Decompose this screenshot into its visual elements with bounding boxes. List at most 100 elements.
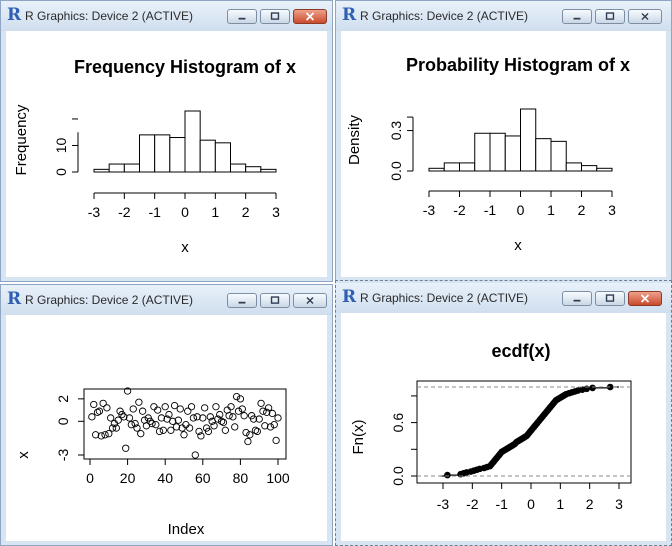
- window-titlebar[interactable]: R R Graphics: Device 2 (ACTIVE): [1, 1, 332, 31]
- maximize-icon: [605, 12, 615, 20]
- scatter-point: [185, 424, 194, 432]
- x-tick-label: 100: [266, 470, 290, 486]
- scatter-point: [135, 398, 143, 406]
- scatter-point: [219, 418, 228, 427]
- scatter-point: [251, 426, 260, 434]
- scatter-point: [167, 426, 175, 434]
- window-titlebar[interactable]: R R Graphics: Device 2 (ACTIVE): [1, 285, 332, 315]
- scatter-point: [240, 412, 248, 420]
- close-button[interactable]: [628, 291, 662, 306]
- scatter-point: [206, 413, 214, 421]
- scatter-point: [189, 414, 198, 422]
- maximize-button[interactable]: [595, 9, 625, 24]
- maximize-button[interactable]: [260, 293, 290, 308]
- scatter-point: [165, 410, 173, 419]
- chart-title: ecdf(x): [491, 341, 550, 361]
- scatter-point: [197, 432, 205, 440]
- scatter-point: [231, 423, 239, 431]
- scatter-point: [261, 422, 269, 430]
- histogram-bar: [474, 132, 491, 172]
- plot-area: Frequency Histogram of x x Frequency -3 -…: [6, 31, 327, 277]
- scatter-point: [217, 417, 226, 425]
- close-button[interactable]: [628, 9, 662, 24]
- scatter-point: [169, 417, 177, 425]
- scatter-point: [274, 414, 282, 422]
- y-tick-label: 0.0: [390, 466, 406, 486]
- scatter-point: [170, 401, 179, 410]
- scatter-point: [234, 407, 243, 415]
- x-tick-label: -2: [453, 202, 466, 218]
- scatter-point: [148, 419, 156, 428]
- scatter-point: [131, 419, 139, 428]
- scatter-point: [120, 413, 128, 421]
- graphics-window-ecdf[interactable]: R R Graphics: Device 2 (ACTIVE) ecdf(x) …: [335, 280, 672, 546]
- close-icon: [641, 12, 649, 21]
- scatter-point: [255, 415, 263, 423]
- window-title: R Graphics: Device 2 (ACTIVE): [25, 293, 194, 307]
- scatter-point: [154, 406, 162, 414]
- histogram-bar: [550, 140, 567, 172]
- graphics-window-index-plot[interactable]: R R Graphics: Device 2 (ACTIVE) Index x …: [0, 284, 333, 546]
- minimize-button[interactable]: [227, 293, 257, 308]
- window-titlebar[interactable]: R R Graphics: Device 2 (ACTIVE): [336, 283, 671, 313]
- histogram-bar: [108, 163, 125, 173]
- histogram-bar: [93, 168, 110, 173]
- x-tick-label: -3: [437, 496, 450, 512]
- scatter-point: [246, 431, 254, 439]
- scatter-point: [150, 403, 158, 411]
- x-tick-label: 2: [242, 204, 250, 220]
- minimize-button[interactable]: [562, 9, 592, 24]
- graphics-window-probability[interactable]: R R Graphics: Device 2 (ACTIVE) Probabil…: [335, 0, 672, 282]
- scatter-point: [103, 404, 111, 412]
- scatter-point: [187, 403, 196, 411]
- close-button[interactable]: [293, 293, 327, 308]
- x-tick-label: 0: [181, 204, 189, 220]
- window-title: R Graphics: Device 2 (ACTIVE): [360, 9, 529, 23]
- ecdf-point: [583, 385, 591, 393]
- scatter-point: [191, 451, 199, 459]
- plot-area: Index x 0 20 40 60 80 100 -3 0 2: [6, 315, 327, 541]
- histogram-bar: [123, 163, 141, 173]
- scatter-point: [157, 414, 166, 422]
- graphics-window-frequency[interactable]: R R Graphics: Device 2 (ACTIVE) Frequenc…: [0, 0, 333, 282]
- x-tick-label: 0: [86, 470, 94, 486]
- scatter-point: [112, 424, 120, 432]
- x-tick-label: -3: [88, 204, 101, 220]
- scatter-point: [204, 427, 213, 436]
- scatter-point: [210, 422, 218, 430]
- x-axis-label: x: [181, 239, 189, 256]
- scatter-point: [172, 423, 181, 431]
- scatter-point: [127, 421, 136, 429]
- scatter-point: [264, 404, 273, 412]
- scatter-point: [125, 414, 134, 422]
- scatter-point: [114, 416, 122, 424]
- scatter-point: [212, 403, 220, 411]
- ecdf-point: [589, 384, 596, 392]
- chart-title: Probability Histogram of x: [406, 55, 630, 75]
- scatter-point: [236, 395, 245, 403]
- scatter-point: [129, 405, 137, 413]
- minimize-button[interactable]: [562, 291, 592, 306]
- minimize-button[interactable]: [227, 9, 257, 24]
- close-icon: [640, 294, 650, 303]
- maximize-button[interactable]: [260, 9, 290, 24]
- x-axis-label: Index: [168, 521, 205, 538]
- scatter-point: [272, 436, 280, 445]
- maximize-button[interactable]: [595, 291, 625, 306]
- histogram-bar: [214, 142, 231, 173]
- histogram-bar: [459, 162, 476, 172]
- close-button[interactable]: [293, 9, 327, 24]
- x-tick-label: 1: [547, 202, 555, 218]
- scatter-point: [101, 431, 109, 439]
- scatter-point: [138, 407, 147, 415]
- chart-title: Frequency Histogram of x: [74, 57, 296, 77]
- scatter-point: [95, 407, 104, 415]
- scatter-point: [108, 424, 117, 432]
- scatter-point: [99, 399, 107, 408]
- window-title: R Graphics: Device 2 (ACTIVE): [360, 291, 529, 305]
- scatter-point: [176, 405, 184, 413]
- x-tick-label: 80: [233, 470, 249, 486]
- frequency-histogram-chart: Frequency Histogram of x x Frequency -3 -…: [13, 57, 296, 256]
- plot-area: ecdf(x) Fn(x) -3 -2 -1 0 1 2 3 0.0 0.6: [341, 313, 666, 541]
- window-titlebar[interactable]: R R Graphics: Device 2 (ACTIVE): [336, 1, 671, 31]
